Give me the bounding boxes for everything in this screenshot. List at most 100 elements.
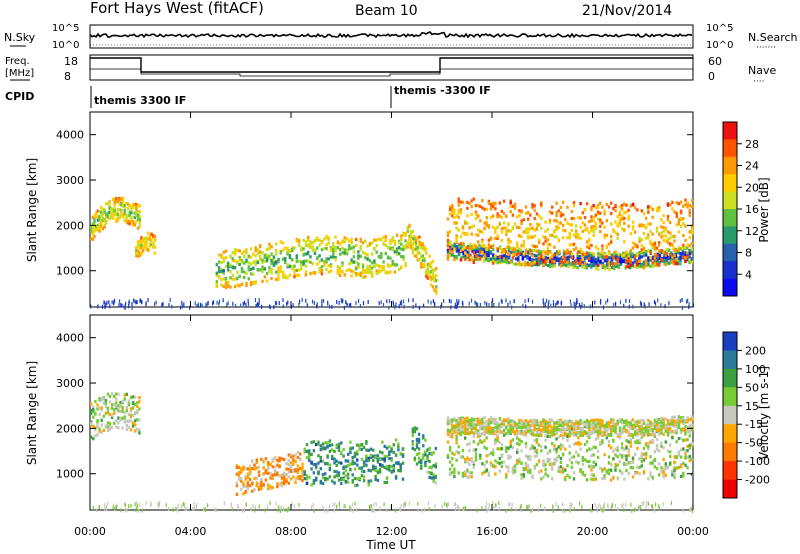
scatter-cell xyxy=(110,215,113,219)
scatter-speckle xyxy=(540,503,542,508)
scatter-cell xyxy=(459,242,463,246)
scatter-cell xyxy=(96,433,99,437)
scatter-cell xyxy=(690,457,694,462)
scatter-cell xyxy=(507,237,510,241)
scatter-cell xyxy=(92,437,95,441)
scatter-cell xyxy=(320,258,324,262)
scatter-cell xyxy=(636,465,639,469)
scatter-cell xyxy=(636,423,639,427)
scatter-speckle xyxy=(574,305,576,310)
scatter-cell xyxy=(128,204,131,208)
scatter-cell xyxy=(392,469,395,473)
scatter-cell xyxy=(303,472,306,476)
scatter-cell xyxy=(503,259,506,263)
scatter-cell xyxy=(605,470,608,474)
scatter-cell xyxy=(115,401,118,405)
scatter-cell xyxy=(378,457,382,461)
scatter-cell xyxy=(229,255,232,259)
scatter-cell xyxy=(634,432,637,436)
scatter-cell xyxy=(399,463,402,467)
scatter-cell xyxy=(507,430,510,434)
scatter-cell xyxy=(224,276,228,280)
scatter-cell xyxy=(551,477,554,481)
scatter-cell xyxy=(129,419,133,423)
scatter-cell xyxy=(481,417,484,421)
scatter-cell xyxy=(673,262,676,266)
scatter-cell xyxy=(627,471,630,475)
scatter-cell xyxy=(268,255,271,259)
scatter-cell xyxy=(505,228,508,232)
scatter-cell xyxy=(524,425,528,429)
scatter-cell xyxy=(631,435,635,439)
scatter-cell xyxy=(344,480,348,484)
scatter-cell xyxy=(567,264,570,269)
scatter-cell xyxy=(125,423,128,427)
scatter-cell xyxy=(272,255,276,259)
scatter-cell xyxy=(100,213,103,218)
scatter-cell xyxy=(248,470,252,474)
scatter-cell xyxy=(660,235,663,239)
scatter-speckle xyxy=(455,507,457,511)
scatter-cell xyxy=(391,239,394,243)
scatter-cell xyxy=(125,406,128,410)
scatter-cell xyxy=(245,281,248,286)
scatter-cell xyxy=(500,454,504,458)
scatter-cell xyxy=(113,212,116,216)
scatter-cell xyxy=(301,466,304,470)
scatter-cell xyxy=(610,257,614,261)
cpid-segment-2: themis -3300 IF xyxy=(394,84,491,97)
scatter-cell xyxy=(546,256,550,260)
scatter-cell xyxy=(108,394,112,399)
scatter-cell xyxy=(581,257,584,262)
scatter-cell xyxy=(494,430,497,434)
scatter-cell xyxy=(324,478,327,482)
scatter-cell xyxy=(638,261,641,265)
scatter-speckle xyxy=(342,298,344,303)
scatter-cell xyxy=(631,263,634,267)
scatter-cell xyxy=(494,227,497,231)
scatter-cell xyxy=(663,259,666,263)
scatter-cell xyxy=(395,233,399,237)
scatter-cell xyxy=(328,468,332,472)
scatter-cell xyxy=(294,469,297,473)
scatter-cell xyxy=(535,262,539,266)
scatter-speckle xyxy=(338,505,341,510)
scatter-cell xyxy=(644,423,648,427)
scatter-cell xyxy=(339,273,342,278)
scatter-cell xyxy=(472,417,475,422)
scatter-cell xyxy=(136,240,140,244)
scatter-speckle xyxy=(457,505,459,510)
scatter-cell xyxy=(455,249,459,253)
scatter-cell xyxy=(592,453,595,457)
scatter-speckle xyxy=(269,305,272,310)
scatter-cell xyxy=(498,427,501,432)
scatter-cell xyxy=(489,416,493,420)
scatter-cell xyxy=(260,480,263,484)
scatter-cell xyxy=(489,257,493,261)
scatter-cell xyxy=(115,397,118,401)
scatter-cell xyxy=(231,259,234,263)
scatter-cell xyxy=(128,222,131,226)
scatter-cell xyxy=(483,445,486,449)
scatter-speckle xyxy=(90,304,92,309)
scatter-speckle xyxy=(634,508,636,513)
scatter-cell xyxy=(448,212,452,216)
scatter-speckle xyxy=(197,302,200,307)
scatter-cell xyxy=(263,253,266,257)
scatter-cell xyxy=(472,434,475,438)
scatter-cell xyxy=(508,261,511,265)
scatter-cell xyxy=(529,457,532,462)
scatter-cell xyxy=(350,261,353,265)
scatter-cell xyxy=(624,252,627,256)
scatter-cell xyxy=(618,469,622,473)
scatter-cell xyxy=(510,246,513,250)
scatter-cell xyxy=(138,215,141,219)
scatter-cell xyxy=(351,455,354,460)
scatter-cell xyxy=(618,210,622,214)
scatter-cell xyxy=(98,229,101,233)
scatter-cell xyxy=(684,238,687,243)
scatter-cell xyxy=(638,457,641,461)
scatter-cell xyxy=(312,481,316,485)
scatter-cell xyxy=(268,269,271,273)
scatter-cell xyxy=(658,241,661,245)
